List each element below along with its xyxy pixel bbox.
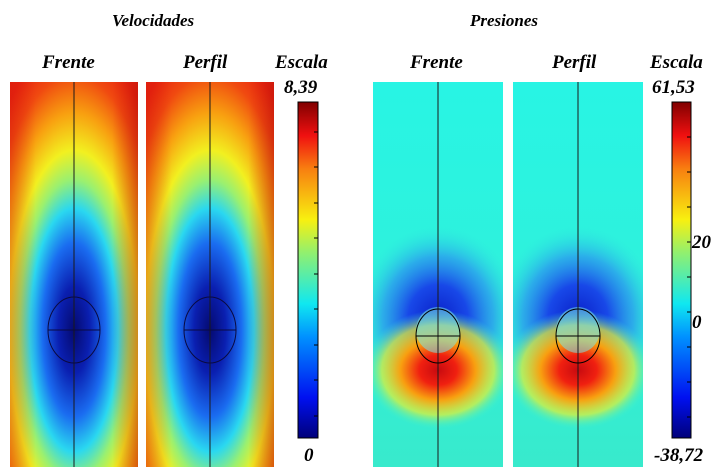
- velocity-scale-min: 0: [304, 445, 314, 466]
- velocity-profile-label: Perfil: [183, 52, 228, 73]
- pressure-scale-0: 0: [692, 312, 702, 333]
- pressure-scale-20: 20: [692, 232, 711, 253]
- pressure-front-label: Frente: [410, 52, 463, 73]
- pressure-profile-label: Perfil: [552, 52, 597, 73]
- pressure-front-plot: [372, 81, 504, 468]
- velocity-title: Velocidades: [112, 11, 195, 30]
- velocity-scale-label: Escala: [275, 52, 328, 73]
- pressure-colorbar: [671, 101, 692, 439]
- pressure-scale-min: -38,72: [654, 445, 704, 466]
- pressure-title: Presiones: [470, 11, 538, 30]
- pressure-scale-label: Escala: [650, 52, 703, 73]
- pressure-scale-max: 61,53: [652, 77, 695, 98]
- pressure-profile-plot: [512, 81, 644, 468]
- velocity-profile-plot: [145, 81, 275, 468]
- velocity-colorbar: [297, 101, 319, 439]
- velocity-scale-max: 8,39: [284, 77, 318, 98]
- velocity-front-plot: [9, 81, 139, 468]
- velocity-front-label: Frente: [42, 52, 95, 73]
